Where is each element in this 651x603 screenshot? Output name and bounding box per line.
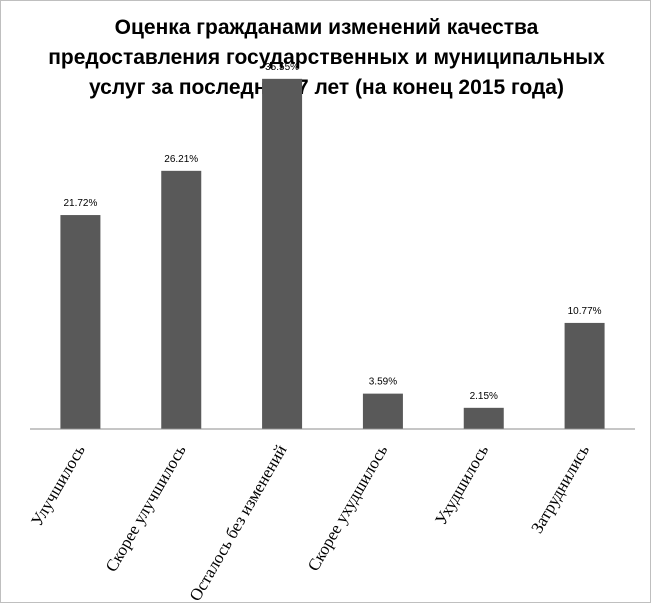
x-tick-label: Улучшилось xyxy=(27,441,89,529)
bar xyxy=(463,407,504,429)
chart-title: Оценка гражданами изменений качества пре… xyxy=(48,16,605,99)
bar xyxy=(60,215,101,429)
x-tick-label: Скорее улучшилось xyxy=(102,441,190,575)
data-label: 35.55% xyxy=(265,62,299,73)
data-label: 3.59% xyxy=(369,377,397,388)
x-tick-label: Затруднились xyxy=(527,441,593,536)
bar xyxy=(362,393,403,429)
bar xyxy=(262,78,303,430)
data-label: 26.21% xyxy=(164,154,198,165)
x-tick-label: Ухудшилось xyxy=(431,441,492,528)
x-tick-label: Скорее ухудшилось xyxy=(304,441,392,574)
bar xyxy=(161,170,202,430)
x-tick-label: Осталось без изменений xyxy=(186,442,291,603)
bar xyxy=(564,322,605,429)
data-label: 21.72% xyxy=(63,198,97,209)
data-label: 10.77% xyxy=(568,306,602,317)
data-label: 2.15% xyxy=(470,391,498,402)
